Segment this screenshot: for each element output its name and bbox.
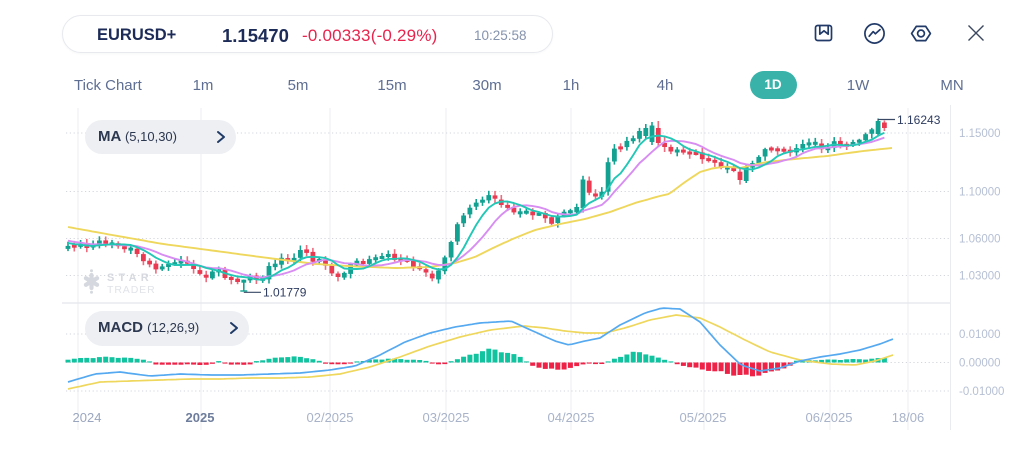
svg-text:03/2025: 03/2025 — [423, 410, 470, 425]
svg-text:1.15000: 1.15000 — [959, 128, 1001, 140]
svg-text:0.00000: 0.00000 — [959, 358, 1001, 370]
svg-text:1.03000: 1.03000 — [959, 271, 1001, 283]
svg-text:2025: 2025 — [186, 410, 215, 425]
svg-text:1.01779: 1.01779 — [263, 286, 307, 300]
svg-text:1.16243: 1.16243 — [897, 113, 941, 127]
svg-text:0.01000: 0.01000 — [959, 329, 1001, 341]
svg-text:18/06: 18/06 — [892, 410, 925, 425]
svg-text:2024: 2024 — [73, 410, 102, 425]
svg-text:02/2025: 02/2025 — [307, 410, 354, 425]
svg-text:05/2025: 05/2025 — [680, 410, 727, 425]
svg-text:-0.01000: -0.01000 — [959, 386, 1004, 398]
svg-text:1.06000: 1.06000 — [959, 234, 1001, 246]
svg-text:04/2025: 04/2025 — [548, 410, 595, 425]
svg-text:1.10000: 1.10000 — [959, 187, 1001, 199]
svg-text:06/2025: 06/2025 — [806, 410, 853, 425]
